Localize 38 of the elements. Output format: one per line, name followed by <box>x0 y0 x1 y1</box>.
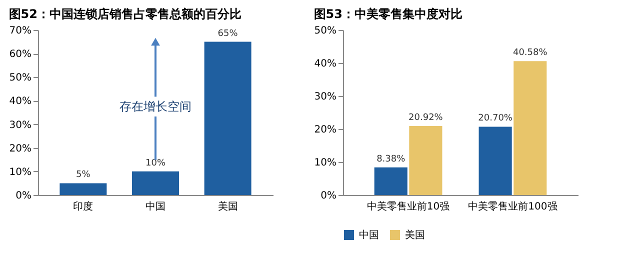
bar <box>514 61 547 195</box>
chart-title: 图52：中国连锁店销售占零售总额的百分比 <box>8 7 242 21</box>
annotation: 存在增长空间 <box>120 100 192 114</box>
y-tick-label: 10% <box>9 166 32 178</box>
legend-label: 美国 <box>405 229 425 241</box>
y-tick-label: 40% <box>314 58 336 70</box>
y-tick-label: 70% <box>9 26 32 36</box>
y-tick-label: 20% <box>9 143 32 154</box>
x-tick-label: 印度 <box>73 200 94 212</box>
data-label: 5% <box>76 170 91 180</box>
x-tick-label: 美国 <box>218 200 238 212</box>
y-tick-label: 60% <box>9 49 32 60</box>
x-tick-label: 中美零售业前10强 <box>366 200 450 212</box>
x-tick-label: 中国 <box>146 200 166 212</box>
data-label: 20.70% <box>478 114 513 124</box>
data-label: 8.38% <box>376 154 406 164</box>
data-label: 65% <box>218 28 238 39</box>
bar <box>132 171 179 195</box>
bar <box>204 42 252 195</box>
x-tick-label: 中美零售业前100强 <box>468 200 558 212</box>
y-tick-label: 50% <box>314 26 336 36</box>
bar <box>60 183 107 195</box>
bar <box>409 126 442 195</box>
y-tick-label: 20% <box>314 124 336 136</box>
y-tick-label: 50% <box>9 72 32 84</box>
y-tick-label: 0% <box>16 190 32 202</box>
data-label: 20.92% <box>408 112 444 123</box>
data-label: 10% <box>145 158 166 168</box>
y-tick-label: 0% <box>320 190 336 202</box>
chart-title: 图53：中美零售集中度对比 <box>314 7 462 21</box>
y-tick-label: 30% <box>314 92 336 102</box>
data-label: 40.58% <box>512 48 548 58</box>
y-tick-label: 40% <box>9 96 32 108</box>
bar <box>478 126 512 195</box>
y-tick-label: 10% <box>314 158 336 168</box>
legend-label: 中国 <box>359 229 379 241</box>
bar <box>374 167 408 195</box>
y-tick-label: 30% <box>9 120 32 131</box>
